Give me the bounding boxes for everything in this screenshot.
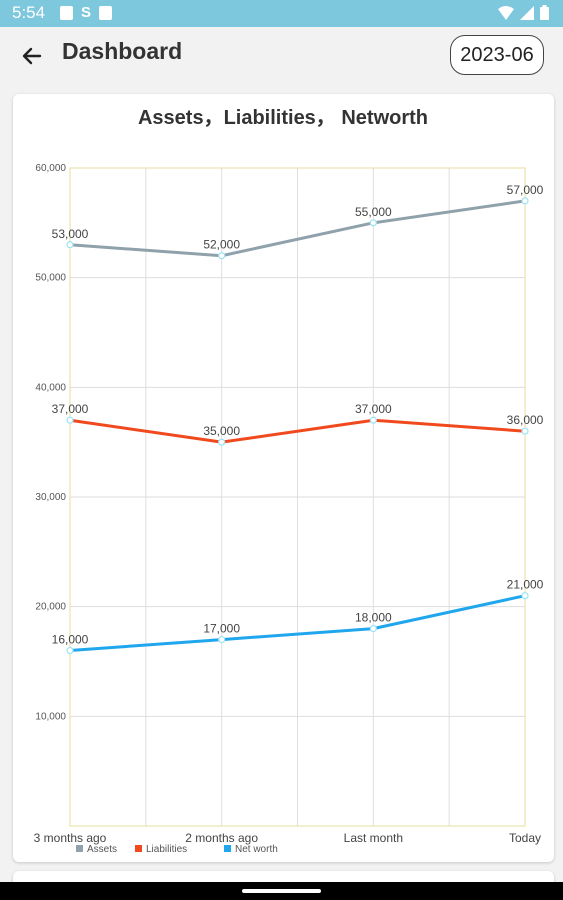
app-bar: Dashboard 2023-06 (0, 27, 563, 85)
data-label: 57,000 (507, 183, 544, 197)
data-point (218, 635, 226, 644)
data-label: 37,000 (355, 402, 392, 416)
data-point (521, 592, 529, 600)
y-tick-label: 10,000 (35, 711, 66, 722)
data-point (521, 427, 529, 435)
legend-label: Liabilities (146, 844, 187, 855)
data-label: 53,000 (52, 227, 89, 241)
x-tick-label: 2 months ago (185, 831, 258, 845)
plot-border (69, 167, 526, 827)
status-bar: 5:54 S (0, 0, 563, 27)
data-label: 17,000 (203, 622, 240, 636)
status-icons-left: S (60, 4, 113, 21)
y-tick-label: 30,000 (35, 492, 66, 503)
s-app-icon: S (81, 4, 92, 21)
data-point (218, 252, 226, 260)
x-tick-label: Today (509, 831, 541, 845)
gesture-handle[interactable] (242, 889, 321, 893)
back-arrow-icon[interactable] (18, 41, 48, 71)
data-label: 36,000 (507, 413, 544, 427)
y-tick-label: 60,000 (35, 163, 66, 174)
x-tick-label: 3 months ago (34, 831, 107, 845)
data-point (218, 438, 226, 446)
series-line (69, 418, 526, 444)
data-label: 55,000 (355, 205, 392, 219)
data-label: 37,000 (52, 402, 89, 416)
y-tick-label: 20,000 (35, 602, 66, 613)
chart-card: Assets，Liabilities， Networth 10,000 20,000… (13, 94, 554, 862)
data-point (66, 646, 74, 655)
data-label: 16,000 (52, 633, 89, 647)
page-title: Dashboard (62, 38, 183, 64)
data-point (369, 624, 377, 633)
data-label: 35,000 (203, 424, 240, 438)
data-point (369, 219, 377, 227)
data-point (521, 197, 529, 205)
data-label: 18,000 (355, 611, 392, 625)
data-point (66, 241, 74, 249)
battery-icon (540, 5, 549, 20)
data-point (66, 416, 74, 424)
status-icons-right (498, 5, 549, 20)
navigation-bar (0, 882, 563, 900)
y-tick-label: 50,000 (35, 273, 66, 284)
data-point (369, 416, 377, 424)
legend-swatch (135, 845, 142, 852)
line-chart: Assets，Liabilities， Networth 10,000 20,000… (34, 107, 544, 855)
month-selector-button[interactable]: 2023-06 (450, 35, 544, 75)
notification-icon (60, 6, 73, 20)
data-label: 52,000 (203, 238, 240, 252)
legend-swatch (224, 845, 231, 852)
storage-icon (99, 6, 113, 20)
series-line (69, 594, 526, 653)
x-tick-label: Last month (344, 831, 403, 845)
series-line (69, 199, 526, 258)
data-label: 21,000 (507, 578, 544, 592)
y-tick-label: 40,000 (35, 382, 66, 393)
chart-title: Assets，Liabilities， Networth (138, 107, 428, 129)
legend-label: Net worth (235, 844, 278, 855)
legend-label: Assets (87, 844, 117, 855)
legend-swatch (76, 845, 83, 852)
status-time: 5:54 (12, 3, 46, 22)
wifi-icon (498, 5, 514, 20)
signal-icon (520, 5, 534, 20)
